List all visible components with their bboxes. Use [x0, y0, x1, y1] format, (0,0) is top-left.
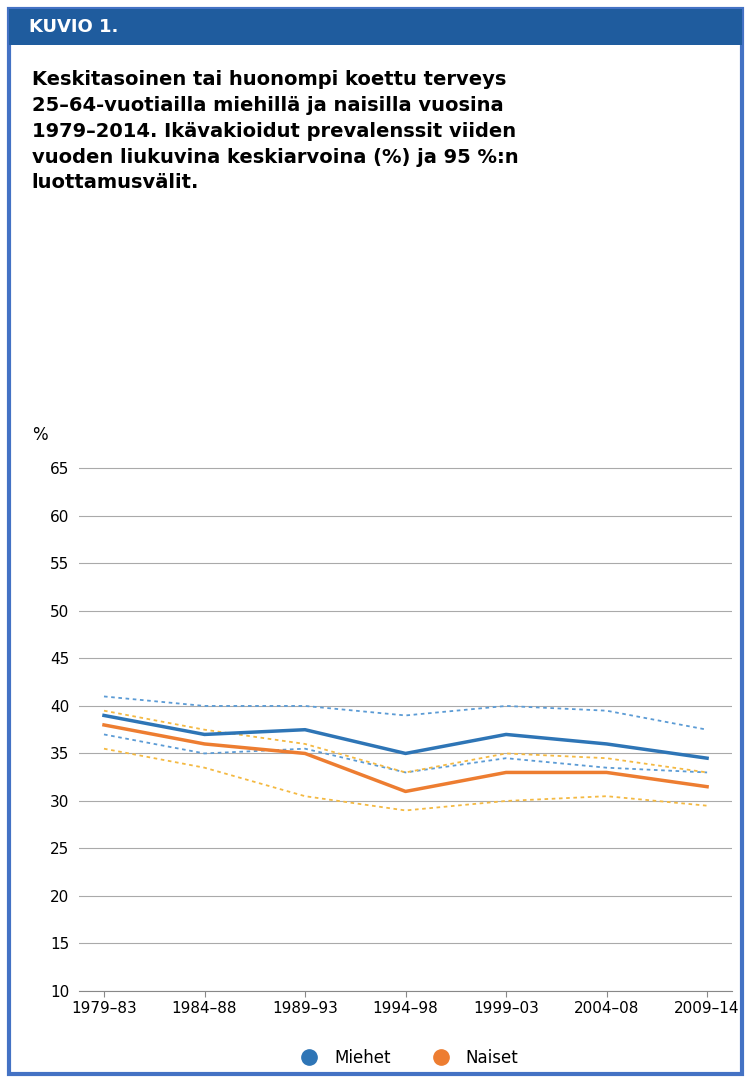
Y-axis label: %: %	[32, 426, 47, 444]
Text: KUVIO 1.: KUVIO 1.	[29, 18, 118, 36]
Legend: Miehet, Naiset: Miehet, Naiset	[293, 1048, 518, 1067]
FancyBboxPatch shape	[9, 9, 742, 45]
Text: Keskitasoinen tai huonompi koettu terveys
25–64-vuotiailla miehillä ja naisilla : Keskitasoinen tai huonompi koettu tervey…	[32, 70, 518, 193]
FancyBboxPatch shape	[9, 9, 742, 1074]
